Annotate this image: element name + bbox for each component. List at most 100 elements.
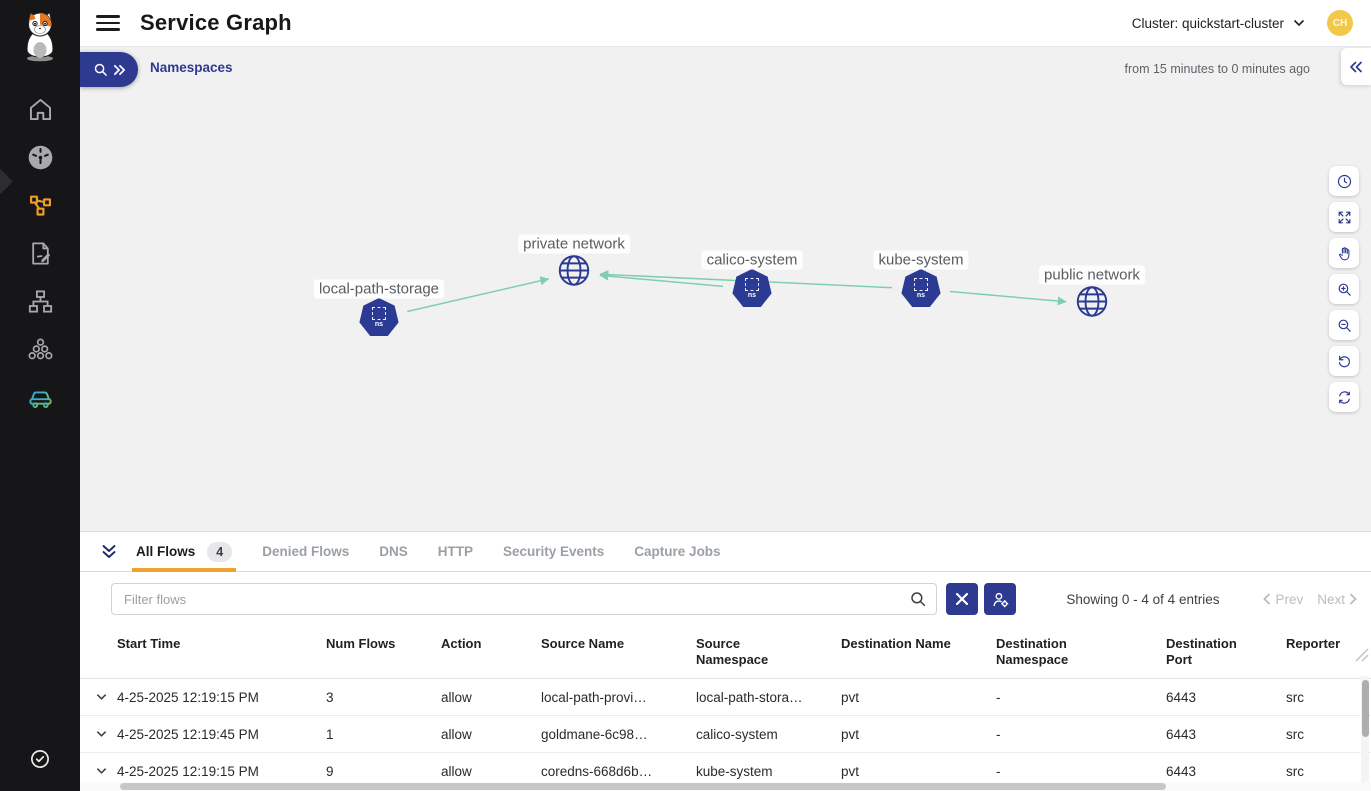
right-panel-expand-button[interactable] bbox=[1341, 48, 1371, 85]
graph-node-label[interactable]: private network bbox=[518, 234, 630, 254]
table-cell: 6443 bbox=[1166, 763, 1197, 779]
column-header[interactable]: Reporter bbox=[1286, 636, 1341, 651]
clear-filter-button[interactable] bbox=[946, 583, 978, 615]
zoom-in-button[interactable] bbox=[1329, 274, 1359, 304]
flows-panel: All Flows 4 Denied Flows DNS HTTP Securi… bbox=[80, 531, 1371, 791]
table-cell: pvt bbox=[841, 763, 860, 779]
sidebar-item-network[interactable] bbox=[0, 277, 80, 325]
graph-node-calico-system[interactable]: ns bbox=[732, 269, 772, 309]
flows-tab[interactable]: DNS bbox=[379, 532, 408, 571]
column-header[interactable]: Destination Name bbox=[841, 636, 951, 651]
filter-flows-input[interactable] bbox=[111, 583, 937, 615]
sidebar-item-home[interactable] bbox=[0, 85, 80, 133]
panel-resize-grip[interactable] bbox=[1353, 646, 1369, 667]
namespace-icon: ns bbox=[359, 298, 399, 336]
graph-node-label[interactable]: calico-system bbox=[701, 250, 803, 270]
calico-cat-logo[interactable] bbox=[17, 10, 63, 67]
fit-screen-button[interactable] bbox=[1329, 202, 1359, 232]
vertical-scrollbar-thumb[interactable] bbox=[1362, 680, 1369, 737]
flows-tab-label: Security Events bbox=[503, 544, 605, 559]
showing-entries-label: Showing 0 - 4 of 4 entries bbox=[1066, 591, 1220, 607]
pan-tool-button[interactable] bbox=[1329, 238, 1359, 268]
double-chevron-left-icon bbox=[1350, 61, 1362, 72]
sidebar-item-policies[interactable] bbox=[0, 229, 80, 277]
column-header[interactable]: Source Name bbox=[541, 636, 625, 651]
column-header[interactable]: Destination Namespace bbox=[996, 636, 1069, 668]
pagination: Prev Next bbox=[1263, 592, 1357, 607]
flows-tab-label: DNS bbox=[379, 544, 408, 559]
zoom-out-button[interactable] bbox=[1329, 310, 1359, 340]
zoom-out-icon bbox=[1338, 319, 1351, 332]
collapse-panel-button[interactable] bbox=[96, 539, 122, 565]
zoom-in-icon bbox=[1338, 283, 1351, 296]
flows-tab-label: All Flows bbox=[136, 544, 196, 559]
graph-edges-layer bbox=[407, 270, 1067, 313]
cluster-selector[interactable]: Cluster: quickstart-cluster bbox=[1132, 16, 1305, 31]
graph-edge[interactable] bbox=[599, 271, 724, 288]
table-cell: - bbox=[996, 763, 1001, 779]
flows-tabs: All Flows 4 Denied Flows DNS HTTP Securi… bbox=[80, 532, 1371, 572]
next-page-button[interactable]: Next bbox=[1317, 592, 1357, 607]
table-cell: 4-25-2025 12:19:15 PM bbox=[117, 689, 259, 705]
column-header[interactable]: Num Flows bbox=[326, 636, 396, 651]
flows-tab[interactable]: All Flows 4 bbox=[131, 532, 237, 572]
chevron-down-icon bbox=[1293, 19, 1305, 27]
table-cell: 6443 bbox=[1166, 689, 1197, 705]
namespace-icon: ns bbox=[732, 269, 772, 307]
graph-edge[interactable] bbox=[949, 290, 1067, 306]
table-header-row: Start Time Num Flows Action Source Name Sour… bbox=[80, 626, 1371, 679]
close-icon bbox=[955, 592, 969, 606]
graph-node-public-network[interactable] bbox=[1073, 283, 1111, 326]
flows-tab[interactable]: Security Events bbox=[503, 532, 604, 571]
flows-tab[interactable]: Denied Flows bbox=[262, 532, 349, 571]
table-cell: calico-system bbox=[696, 726, 778, 742]
time-settings-button[interactable] bbox=[1329, 166, 1359, 196]
graph-node-label[interactable]: public network bbox=[1039, 265, 1145, 285]
prev-page-button[interactable]: Prev bbox=[1263, 592, 1303, 607]
graph-node-label[interactable]: kube-system bbox=[873, 250, 969, 270]
sidebar-item-service-graph[interactable] bbox=[0, 181, 80, 229]
network-globe-icon bbox=[1076, 286, 1108, 317]
row-expand-button[interactable] bbox=[85, 767, 117, 775]
refresh-button[interactable] bbox=[1329, 382, 1359, 412]
flows-tab-label: Capture Jobs bbox=[634, 544, 721, 559]
flows-tab[interactable]: Capture Jobs bbox=[634, 532, 720, 571]
graph-edge[interactable] bbox=[407, 276, 550, 313]
graph-node-label[interactable]: local-path-storage bbox=[313, 279, 445, 299]
undo-layout-button[interactable] bbox=[1329, 346, 1359, 376]
undo-icon bbox=[1338, 355, 1350, 367]
table-cell: allow bbox=[441, 726, 472, 742]
breadcrumb-namespaces[interactable]: Namespaces bbox=[150, 60, 233, 75]
table-cell: - bbox=[996, 689, 1001, 705]
table-cell: pvt bbox=[841, 726, 860, 742]
menu-hamburger-button[interactable] bbox=[96, 11, 120, 35]
column-header[interactable]: Action bbox=[441, 636, 482, 651]
sidebar-item-clusters[interactable] bbox=[0, 325, 80, 373]
graph-node-private-network[interactable] bbox=[555, 252, 593, 295]
sidebar-item-dashboard[interactable] bbox=[0, 133, 80, 181]
horizontal-scrollbar-thumb[interactable] bbox=[120, 783, 1166, 790]
double-chevron-down-icon bbox=[102, 545, 116, 558]
service-graph-canvas[interactable]: ns local-path-storage private network ns cal… bbox=[80, 47, 1371, 531]
table-cell: pvt bbox=[841, 689, 860, 705]
row-expand-button[interactable] bbox=[85, 730, 117, 738]
row-expand-button[interactable] bbox=[85, 693, 117, 701]
search-icon bbox=[94, 63, 107, 76]
flows-tab[interactable]: HTTP bbox=[438, 532, 473, 571]
column-header[interactable]: Source Namespace bbox=[696, 636, 769, 668]
graph-search-button[interactable] bbox=[80, 52, 138, 87]
table-row[interactable]: 4-25-2025 12:19:45 PM 1 allow goldmane-6c98… bbox=[80, 716, 1371, 753]
sidebar-item-compliance[interactable] bbox=[0, 373, 80, 421]
user-column-settings-button[interactable] bbox=[984, 583, 1016, 615]
avatar[interactable]: CH bbox=[1327, 10, 1353, 36]
flows-tab-count-badge: 4 bbox=[207, 541, 233, 562]
chevron-left-icon bbox=[1263, 593, 1271, 605]
clock-icon bbox=[1337, 174, 1351, 188]
sidebar-bottom[interactable] bbox=[27, 746, 53, 777]
column-header[interactable]: Destination Port bbox=[1166, 636, 1237, 668]
graph-node-kube-system[interactable]: ns bbox=[901, 269, 941, 309]
graph-node-local-path-storage[interactable]: ns bbox=[359, 298, 399, 338]
column-header[interactable]: Start Time bbox=[117, 636, 181, 651]
table-row[interactable]: 4-25-2025 12:19:15 PM 3 allow local-path-pr… bbox=[80, 679, 1371, 716]
